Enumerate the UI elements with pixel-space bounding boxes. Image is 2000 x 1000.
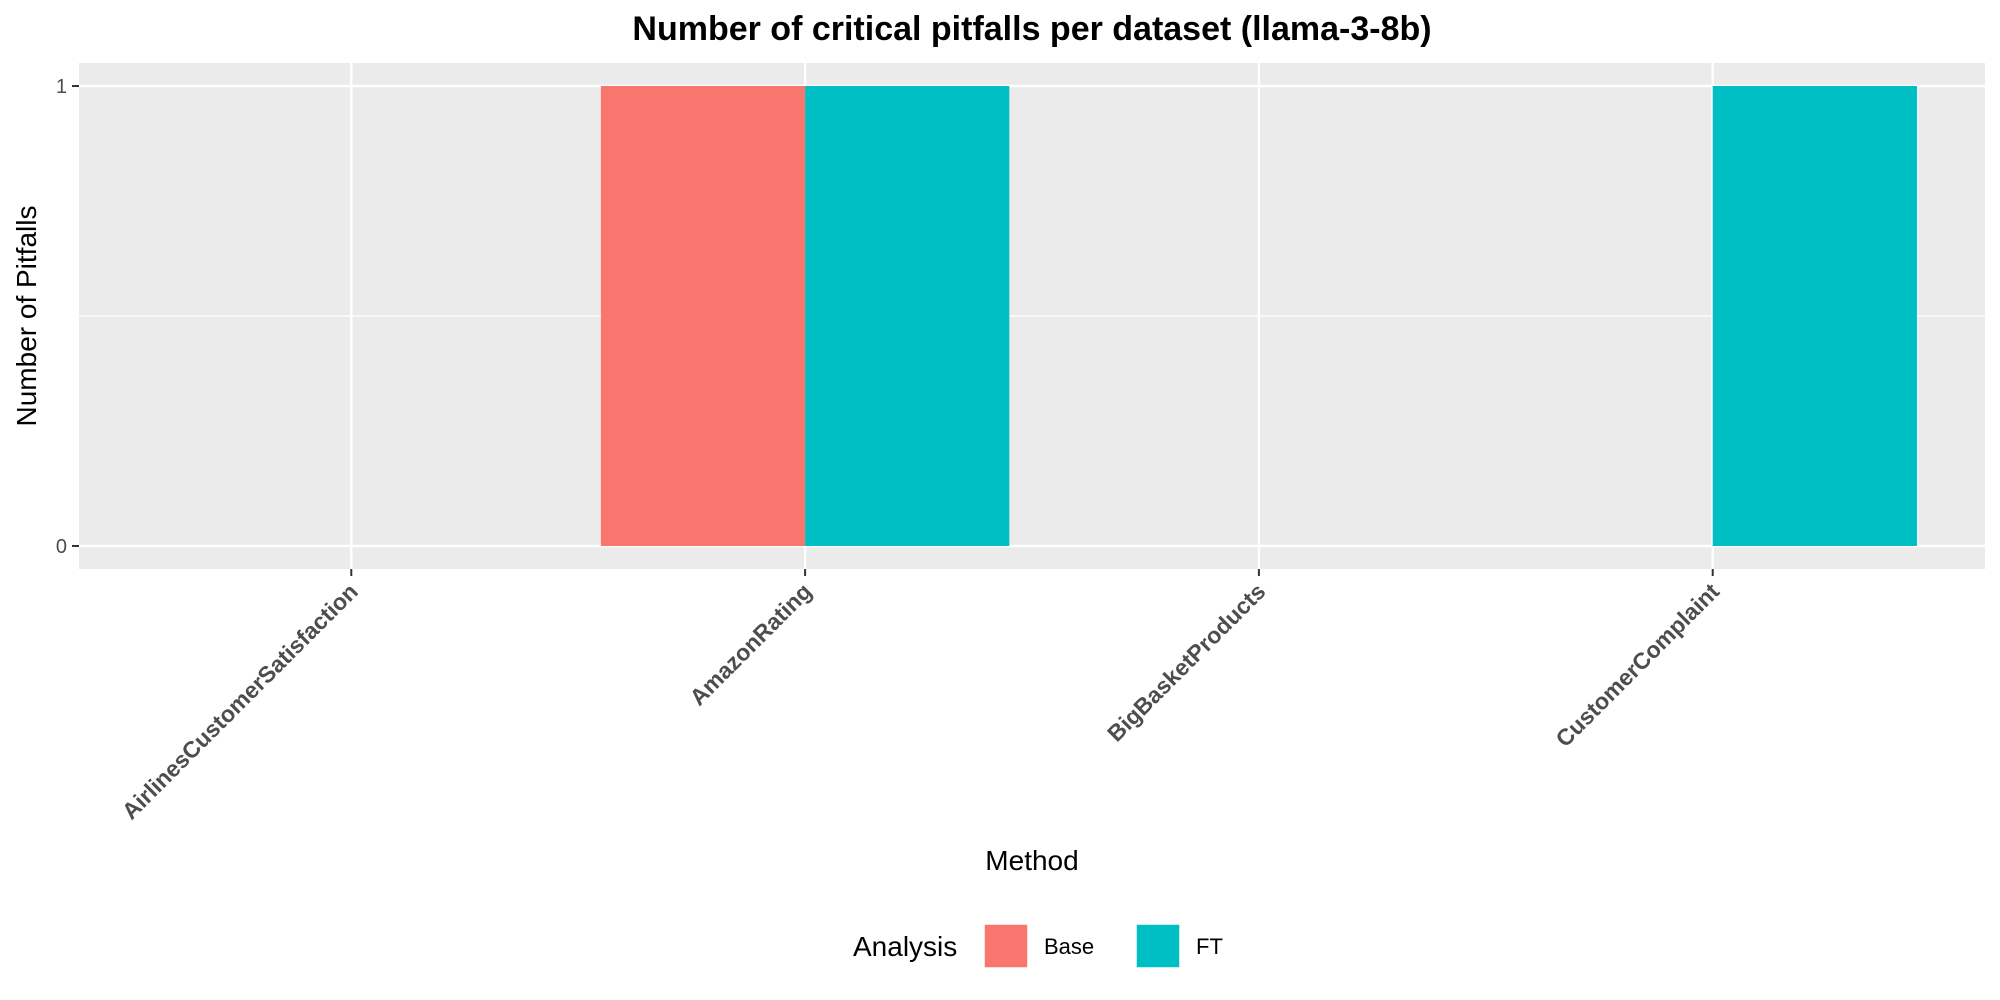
x-tick-label: AirlinesCustomerSatisfaction bbox=[117, 578, 363, 824]
x-tick-label: BigBasketProducts bbox=[1102, 578, 1270, 746]
y-axis: 01 bbox=[56, 76, 79, 558]
bar-ft-customercomplaint bbox=[1712, 86, 1917, 546]
bar-ft-amazonrating bbox=[805, 86, 1010, 546]
x-axis-title: Method bbox=[985, 845, 1078, 876]
legend-items: Base FT bbox=[983, 923, 1223, 969]
x-tick-label: CustomerComplaint bbox=[1550, 578, 1724, 752]
y-tick-label: 1 bbox=[56, 76, 67, 98]
y-axis-title: Number of Pitfalls bbox=[11, 206, 42, 427]
legend: Analysis Base FT bbox=[853, 923, 1223, 969]
chart-title: Number of critical pitfalls per dataset … bbox=[632, 10, 1431, 48]
legend-title: Analysis bbox=[853, 931, 957, 962]
legend-key-ft bbox=[1135, 923, 1181, 969]
bars bbox=[600, 86, 1917, 546]
x-axis: AirlinesCustomerSatisfaction AmazonRating… bbox=[117, 569, 1724, 824]
legend-label-ft: FT bbox=[1196, 934, 1223, 959]
legend-label-base: Base bbox=[1044, 934, 1094, 959]
legend-key-base bbox=[983, 923, 1029, 969]
x-tick-label: AmazonRating bbox=[684, 578, 816, 710]
y-tick-label: 0 bbox=[56, 536, 67, 558]
bar-base-amazonrating bbox=[600, 86, 806, 546]
